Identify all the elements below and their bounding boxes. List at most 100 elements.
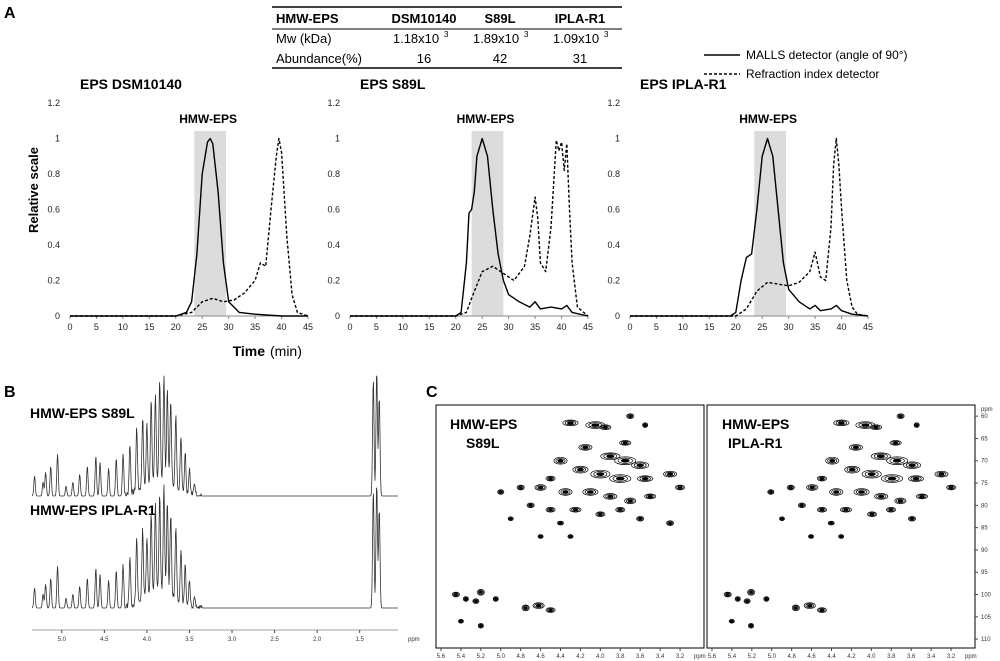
hsqc-contour <box>493 596 499 602</box>
hsqc-contour <box>844 465 861 474</box>
hsqc-contour <box>724 592 731 597</box>
hsqc-contour <box>723 591 732 598</box>
hsqc-contour <box>868 512 876 517</box>
hsqc-contour <box>616 507 624 512</box>
hsqc-contour <box>827 520 835 526</box>
hsqc-contour <box>624 497 637 505</box>
malls-detector-trace <box>350 137 589 317</box>
x-tick-label: 15 <box>144 322 154 332</box>
hsqc-contour <box>786 484 795 491</box>
hsqc-contour <box>871 425 881 430</box>
hsqc-contour <box>601 425 610 430</box>
hsqc-contour <box>537 534 544 539</box>
nmr-1d-trace <box>31 375 398 497</box>
hsqc-contour <box>615 476 625 481</box>
hsqc-contour <box>779 516 785 521</box>
hsqc-contour <box>736 597 740 601</box>
hsqc-contour <box>909 516 915 521</box>
hmw-region-label: HMW-EPS <box>179 112 237 126</box>
panel-label-c: C <box>426 384 438 401</box>
hsqc-contour <box>614 456 637 465</box>
hsqc-contour <box>492 596 499 602</box>
hsqc-contour <box>600 452 621 461</box>
hsqc-contour <box>835 420 848 426</box>
hsqc-contour <box>534 484 547 491</box>
hsqc-contour <box>474 599 478 603</box>
hsqc-x-tick-label: 5.6 <box>708 654 717 660</box>
hsqc-contour <box>839 535 843 538</box>
hsqc-x-unit: ppm <box>965 654 977 660</box>
x-tick-label: 15 <box>704 322 714 332</box>
hsqc-contour <box>787 485 794 490</box>
table-cell: 42 <box>493 51 507 66</box>
hsqc-contour <box>555 457 566 464</box>
hsqc-contour <box>508 516 513 521</box>
y-tick-label: 0.8 <box>327 169 340 179</box>
hsqc-contour <box>676 485 684 490</box>
table-col-header: IPLA-R1 <box>555 11 606 26</box>
hsqc-y-tick-label: 95 <box>981 570 988 576</box>
hsqc-contour <box>667 472 674 476</box>
nmr-1d-label-s89l: HMW-EPS S89L <box>30 405 135 421</box>
hsqc-title-line2: S89L <box>466 435 500 451</box>
hsqc-y-tick-label: 75 <box>981 481 988 487</box>
y-tick-label: 1 <box>615 134 620 144</box>
x-tick-label: 0 <box>67 322 72 332</box>
hsqc-contour <box>631 461 650 469</box>
hsqc-contour <box>472 598 480 604</box>
hsqc-contour <box>876 454 885 459</box>
table-cell: 16 <box>417 51 431 66</box>
hsqc-contour <box>568 535 573 538</box>
hsqc-contour <box>476 589 485 596</box>
hsqc-contour <box>596 472 605 477</box>
hsqc-contour <box>507 516 514 521</box>
hsqc-contour <box>747 589 756 596</box>
hsqc-contour <box>764 597 769 601</box>
ri-detector-trace <box>630 137 869 317</box>
hsqc-contour <box>816 475 827 482</box>
hsqc-contour <box>831 489 842 495</box>
hsqc-contour <box>498 489 504 495</box>
chart-title: EPS S89L <box>360 76 426 92</box>
hsqc-contour <box>619 440 632 446</box>
hsqc-contour <box>538 534 543 539</box>
hsqc-contour <box>919 494 925 498</box>
table-col-header: DSM10140 <box>391 11 456 26</box>
hsqc-contour <box>477 589 484 595</box>
x-tick-label: 20 <box>171 322 181 332</box>
hsqc-contour <box>887 476 897 481</box>
y-axis-label: Relative scale <box>26 147 41 233</box>
x-tick-label: 5 <box>374 322 379 332</box>
hsqc-contour <box>861 423 870 427</box>
chromatogram-ipla-r1: HMW-EPS EPS IPLA-R1 0 5 10 15 20 25 30 35 40 45 0 0.2… <box>607 76 873 332</box>
y-tick-label: 1 <box>55 134 60 144</box>
hsqc-contour <box>825 456 840 465</box>
hsqc-contour <box>642 422 649 428</box>
hsqc-contour <box>562 490 569 494</box>
hsqc-contour <box>892 458 902 463</box>
hsqc-x-unit: ppm <box>694 654 706 660</box>
hsqc-x-tick-label: 5.2 <box>477 654 486 660</box>
x-tick-label: 25 <box>757 322 767 332</box>
y-tick-label: 0 <box>55 311 60 321</box>
hsqc-contour <box>809 485 815 490</box>
hsqc-contour <box>636 515 645 522</box>
hsqc-contour <box>537 485 544 490</box>
table-corner: HMW-EPS <box>276 11 339 26</box>
hsqc-contour <box>639 476 651 481</box>
hsqc-contour <box>894 497 907 505</box>
hsqc-contour <box>617 457 633 464</box>
y-tick-label: 0.6 <box>607 205 620 215</box>
hsqc-x-tick-label: 5.2 <box>748 654 757 660</box>
hsqc-contour <box>473 599 479 604</box>
hsqc-contour <box>628 414 633 418</box>
hsqc-contour <box>479 624 483 628</box>
hsqc-contour <box>615 507 626 513</box>
hsqc-contour <box>749 590 754 594</box>
hsqc-contour <box>729 619 735 623</box>
hsqc-contour <box>808 534 814 539</box>
hsqc-contour <box>898 414 903 418</box>
hsqc-contour <box>869 512 875 516</box>
y-tick-label: 0.2 <box>607 276 620 286</box>
hsqc-contour <box>763 596 770 602</box>
